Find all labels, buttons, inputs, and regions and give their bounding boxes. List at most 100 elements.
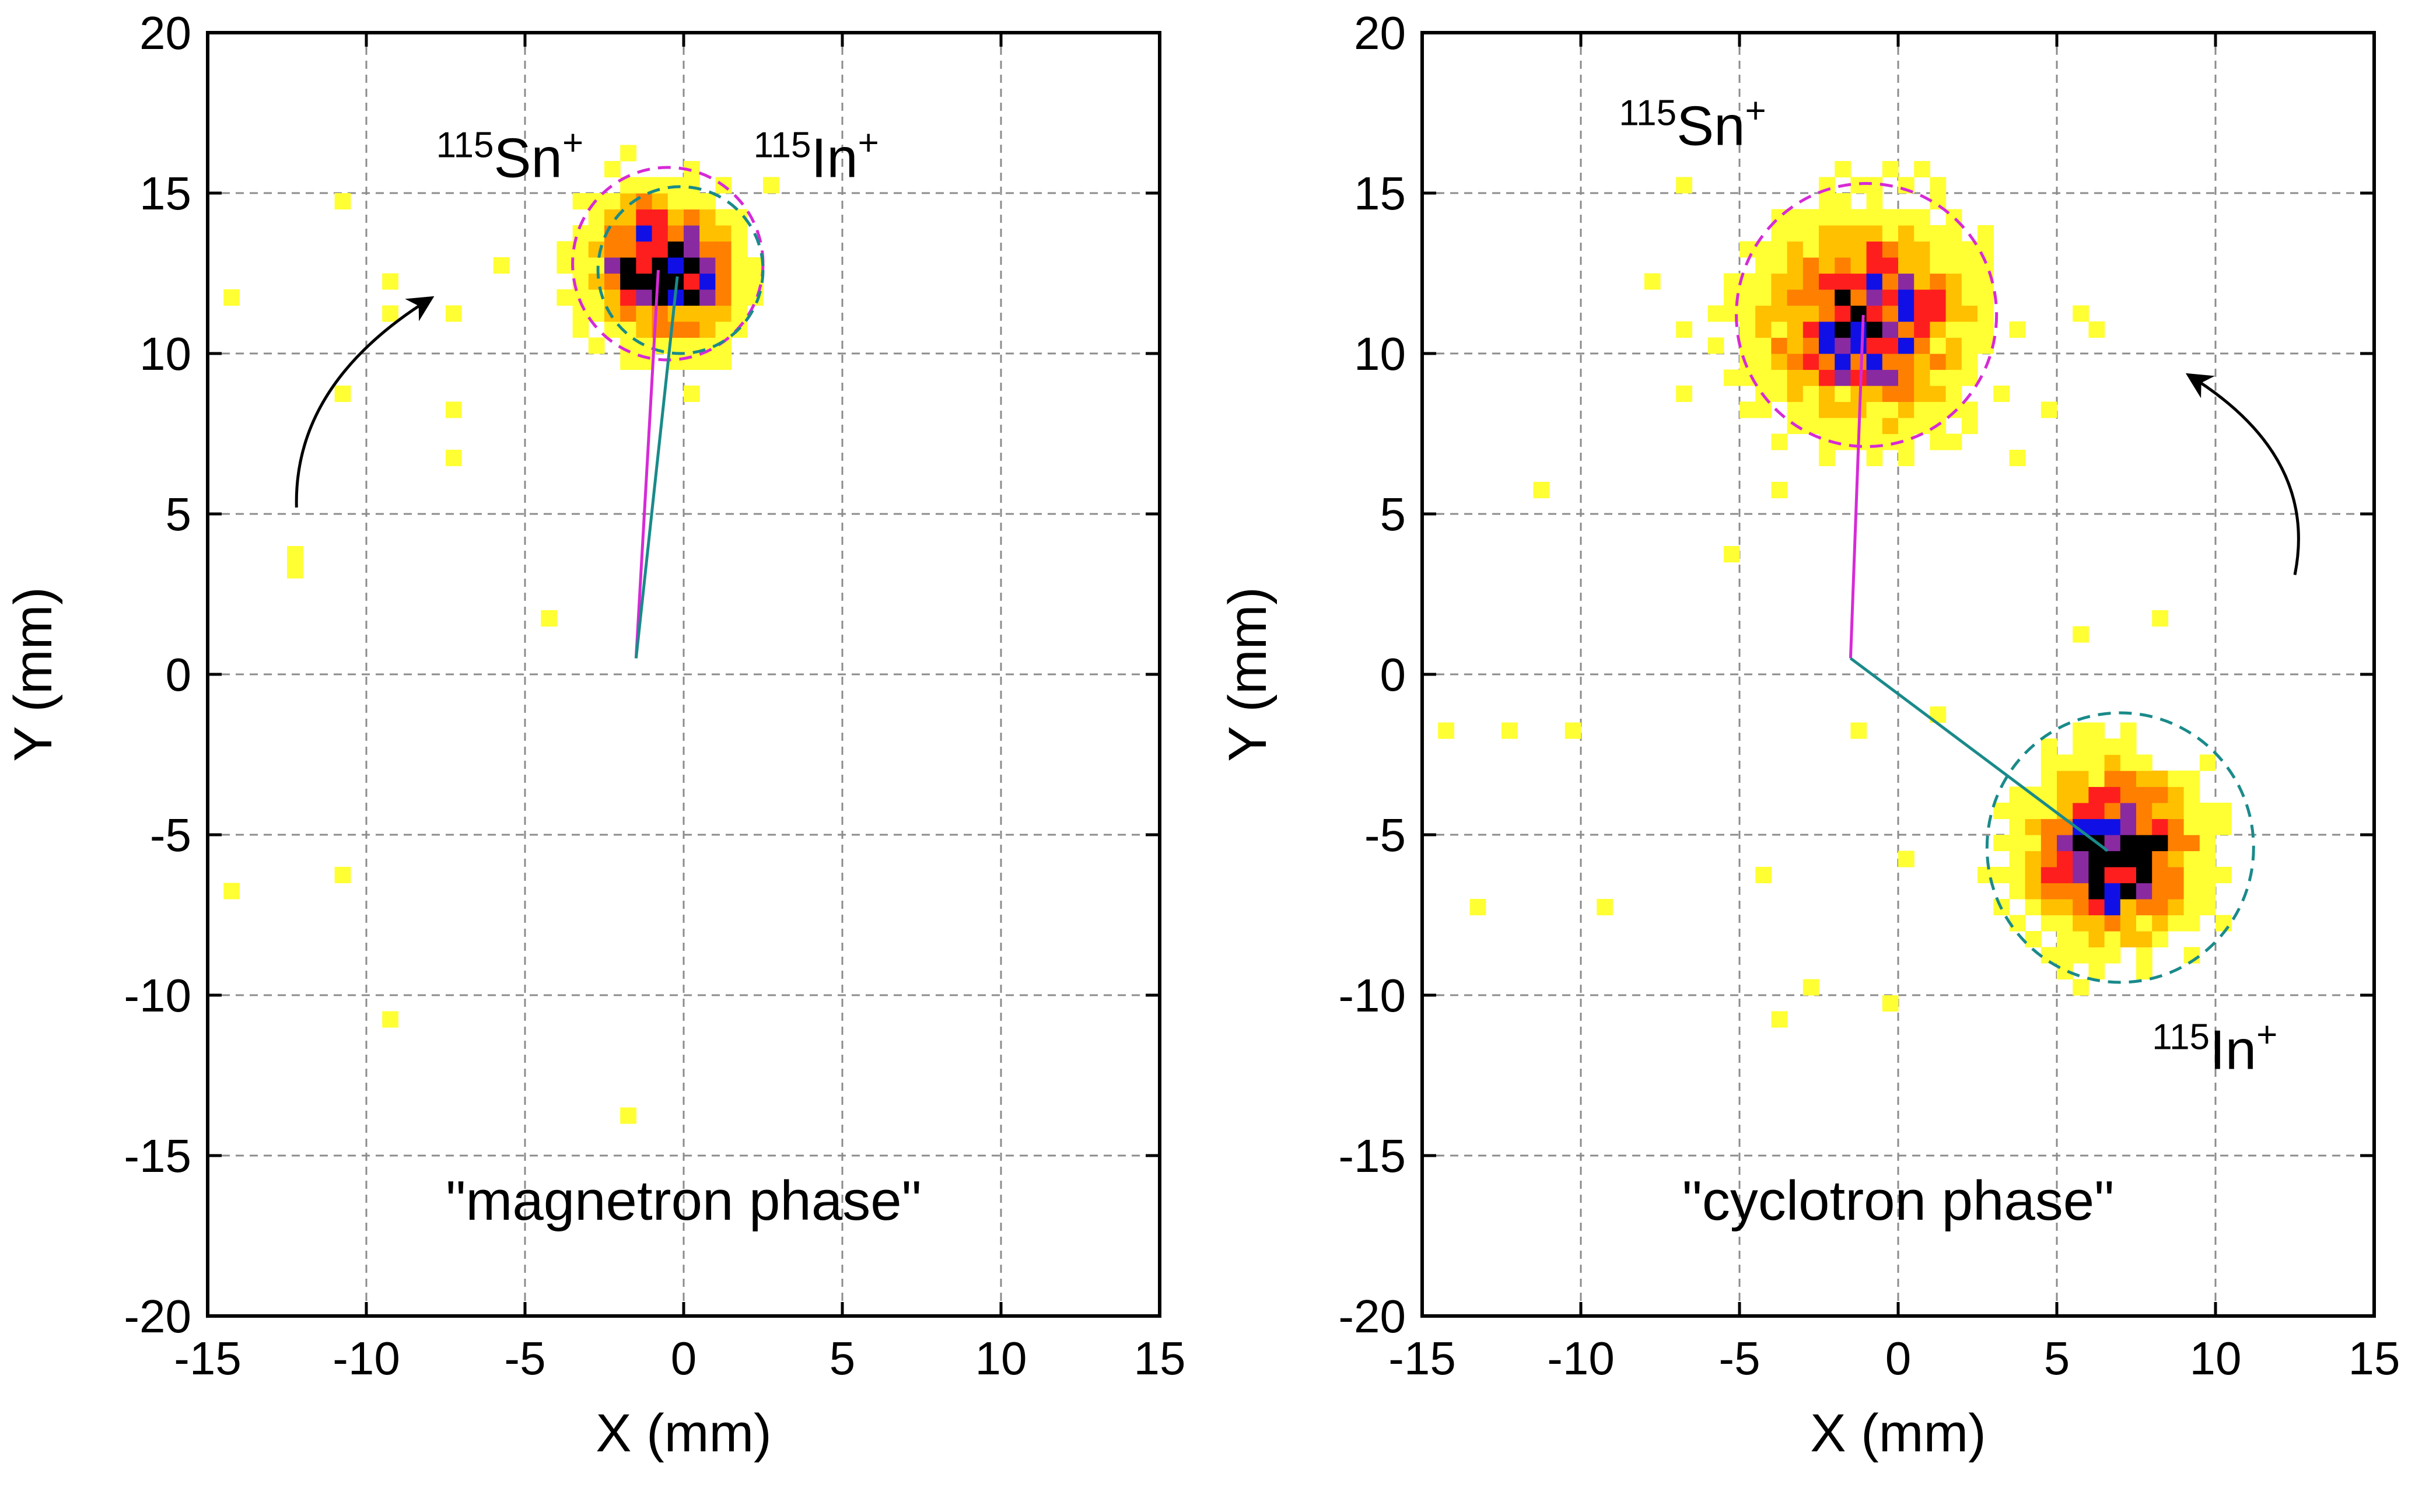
cyclotron-heatmap-cell	[1835, 225, 1851, 242]
magnetron-heatmap-cell	[667, 241, 684, 258]
cyclotron-heatmap-cell	[2136, 899, 2152, 916]
cyclotron-heatmap-cell	[1755, 354, 1772, 370]
cyclotron-heatmap-cell	[2025, 883, 2042, 900]
cyclotron-heatmap-cell	[2168, 771, 2185, 788]
cyclotron-heatmap-cell	[1819, 337, 1835, 354]
cyclotron-heatmap-cell	[1882, 354, 1899, 370]
cyclotron-heatmap-cell	[1787, 209, 1804, 226]
magnetron-y-tick-label: -5	[150, 809, 191, 861]
cyclotron-heatmap-cell	[1835, 369, 1851, 386]
cyclotron-heatmap-cell	[1819, 257, 1835, 274]
cyclotron-heatmap-cell	[1914, 257, 1930, 274]
magnetron-heatmap-cell	[699, 225, 716, 242]
cyclotron-heatmap-cell	[1898, 209, 1915, 226]
magnetron-heatmap-cell	[620, 354, 636, 370]
magnetron-heatmap-cell	[667, 354, 684, 370]
cyclotron-x-axis-title: X (mm)	[1810, 1404, 1986, 1463]
charge-sign: +	[562, 123, 583, 163]
magnetron-y-axis-title: Y (mm)	[4, 587, 63, 762]
cyclotron-heatmap-cell	[1771, 289, 1788, 306]
cyclotron-heatmap-cell	[1850, 209, 1867, 226]
cyclotron-heatmap-cell	[2152, 803, 2168, 820]
cyclotron-heatmap-cell	[2088, 899, 2105, 916]
cyclotron-heatmap-cell	[1882, 418, 1899, 435]
cyclotron-x-tick-label: 0	[1885, 1332, 1912, 1384]
cyclotron-stray-count	[1803, 979, 1819, 996]
cyclotron-heatmap-cell	[1835, 337, 1851, 354]
cyclotron-heatmap-cell	[1787, 305, 1804, 322]
cyclotron-heatmap-cell	[1961, 273, 1978, 290]
cyclotron-heatmap-cell	[2152, 850, 2168, 867]
cyclotron-phase-label: "cyclotron phase"	[1682, 1170, 2115, 1232]
cyclotron-heatmap-cell	[1945, 257, 1962, 274]
cyclotron-heatmap-cell	[2009, 835, 2026, 852]
cyclotron-heatmap-cell	[2088, 803, 2105, 820]
magnetron-heatmap-cell	[731, 241, 748, 258]
magnetron-heatmap-cell	[652, 289, 668, 306]
cyclotron-heatmap-cell	[1819, 289, 1835, 306]
cyclotron-heatmap-cell	[1882, 209, 1899, 226]
cyclotron-heatmap-cell	[2041, 786, 2057, 803]
magnetron-stray-count	[763, 177, 779, 194]
cyclotron-heatmap-cell	[2199, 754, 2216, 771]
cyclotron-heatmap-cell	[2041, 850, 2057, 867]
magnetron-stray-count	[446, 401, 462, 418]
cyclotron-heatmap-cell	[1707, 305, 1724, 322]
cyclotron-heatmap-cell	[1787, 273, 1804, 290]
cyclotron-stray-count	[2073, 626, 2089, 643]
cyclotron-stray-count	[1676, 177, 1692, 194]
cyclotron-heatmap-cell	[2104, 883, 2121, 900]
cyclotron-heatmap-cell	[1803, 305, 1819, 322]
cyclotron-heatmap-cell	[1740, 305, 1756, 322]
cyclotron-heatmap-cell	[1898, 289, 1915, 306]
cyclotron-heatmap-cell	[1945, 321, 1962, 338]
cyclotron-heatmap-cell	[1723, 273, 1740, 290]
cyclotron-heatmap-cell	[1723, 369, 1740, 386]
cyclotron-heatmap-cell	[1882, 386, 1899, 402]
cyclotron-heatmap-cell	[2088, 771, 2105, 788]
magnetron-heatmap-cell	[652, 241, 668, 258]
cyclotron-x-tick-label: -5	[1718, 1332, 1760, 1384]
cyclotron-x-tick-label: -10	[1547, 1332, 1615, 1384]
cyclotron-heatmap-cell	[1882, 225, 1899, 242]
magnetron-heatmap-cell	[715, 305, 732, 322]
cyclotron-heatmap-cell	[1740, 321, 1756, 338]
magnetron-heatmap-cell	[715, 225, 732, 242]
cyclotron-heatmap-cell	[2199, 835, 2216, 852]
cyclotron-heatmap-cell	[1755, 321, 1772, 338]
cyclotron-heatmap-cell	[2073, 835, 2089, 852]
cyclotron-heatmap-cell	[2216, 818, 2232, 835]
cyclotron-heatmap-cell	[1803, 241, 1819, 258]
magnetron-heatmap-cell	[652, 225, 668, 242]
cyclotron-heatmap-cell	[2199, 803, 2216, 820]
cyclotron-heatmap-cell	[1787, 289, 1804, 306]
cyclotron-heatmap-cell	[1787, 225, 1804, 242]
magnetron-heatmap-cell	[636, 241, 653, 258]
cyclotron-heatmap-cell	[1898, 273, 1915, 290]
cyclotron-y-tick-label: 0	[1380, 649, 1406, 701]
cyclotron-heatmap-cell	[2088, 738, 2105, 755]
cyclotron-heatmap-cell	[1835, 354, 1851, 370]
mass-number: 115	[436, 125, 494, 166]
cyclotron-heatmap-cell	[1914, 305, 1930, 322]
mass-number: 115	[2152, 1017, 2210, 1058]
mass-number: 115	[754, 125, 811, 166]
cyclotron-heatmap-cell	[2136, 771, 2152, 788]
cyclotron-heatmap-cell	[2120, 771, 2137, 788]
cyclotron-heatmap-cell	[2088, 947, 2105, 964]
magnetron-heatmap-cell	[667, 257, 684, 274]
magnetron-heatmap-cell	[699, 354, 716, 370]
magnetron-x-tick-label: 0	[671, 1332, 697, 1384]
cyclotron-heatmap-cell	[1866, 177, 1883, 194]
cyclotron-heatmap-cell	[1961, 257, 1978, 274]
cyclotron-heatmap-cell	[1914, 401, 1930, 418]
cyclotron-heatmap-cell	[1755, 257, 1772, 274]
cyclotron-heatmap-cell	[1835, 241, 1851, 258]
magnetron-x-axis-title: X (mm)	[596, 1404, 771, 1463]
cyclotron-ring-in	[1985, 711, 2255, 984]
cyclotron-heatmap-cell	[1898, 257, 1915, 274]
cyclotron-heatmap-cell	[2073, 738, 2089, 755]
cyclotron-heatmap-cell	[2120, 786, 2137, 803]
cyclotron-heatmap-cell	[2120, 931, 2137, 948]
